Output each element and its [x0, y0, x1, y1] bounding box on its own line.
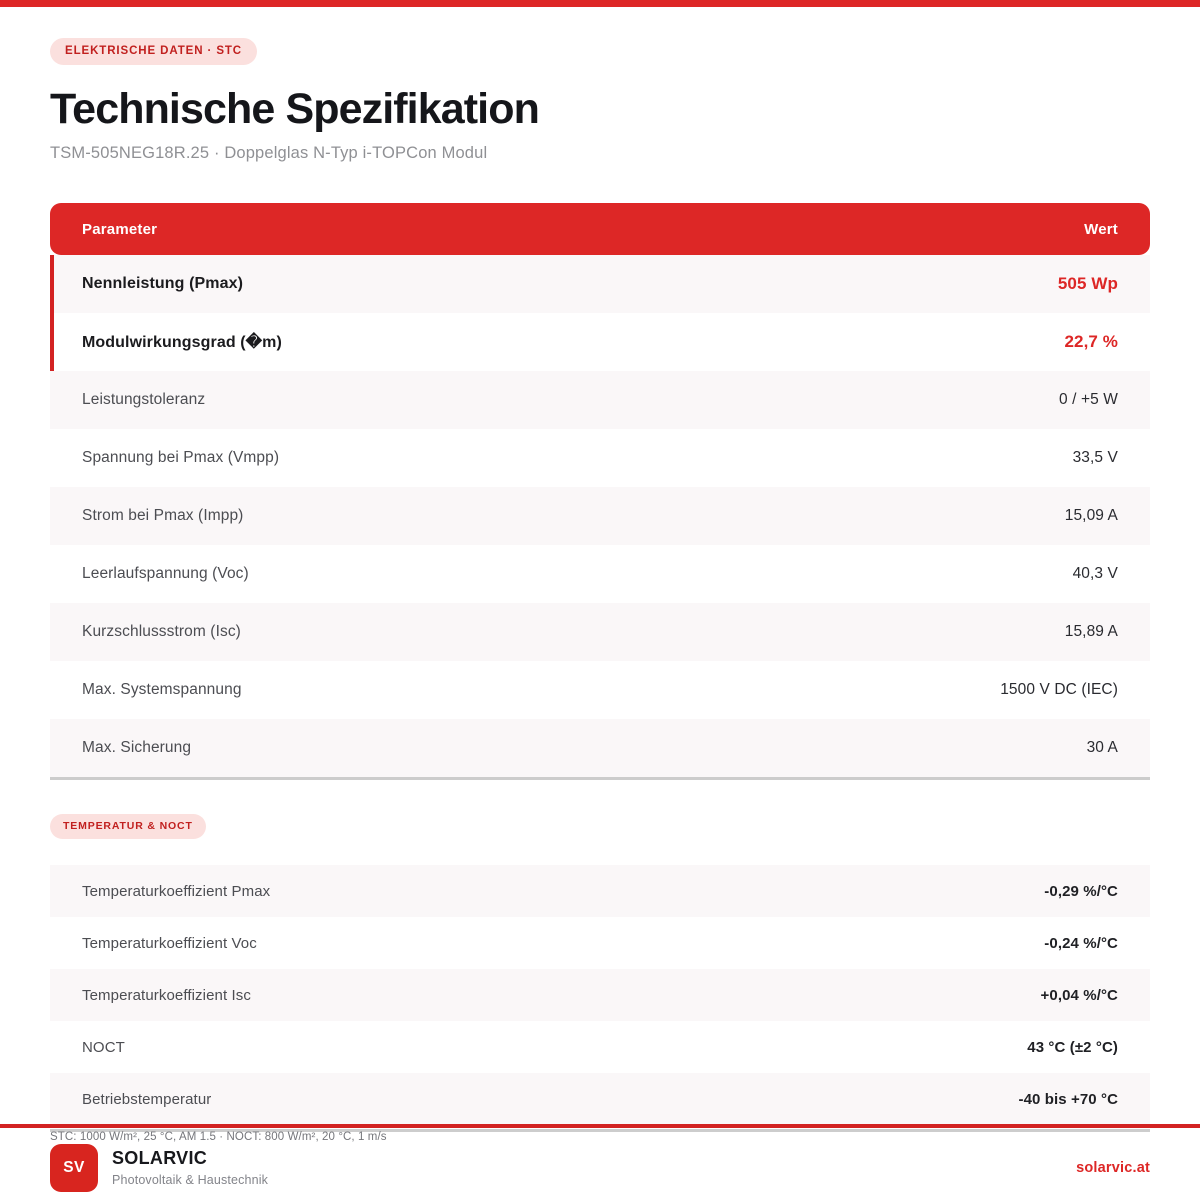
temperature-section-header: TEMPERATUR & NOCT — [50, 814, 1150, 840]
table-row: Leistungstoleranz 0 / +5 W — [50, 371, 1150, 430]
row-value: -40 bis +70 °C — [1018, 1090, 1118, 1108]
row-parameter-label: Leistungstoleranz — [82, 391, 206, 409]
row-value: 15,09 A — [1064, 507, 1118, 525]
temperature-bottom-rule — [50, 1129, 1150, 1133]
row-parameter-label: NOCT — [82, 1038, 125, 1056]
row-value: -0,24 %/°C — [1044, 934, 1118, 952]
brand-block: SOLARVIC Photovoltaik & Haustechnik — [112, 1148, 268, 1187]
table-row: Temperaturkoeffizient Pmax -0,29 %/°C — [50, 865, 1150, 918]
row-parameter-label: Betriebstemperatur — [82, 1090, 212, 1108]
table-row: Kurzschlussstrom (Isc) 15,89 A — [50, 603, 1150, 662]
table-row: Temperaturkoeffizient Isc +0,04 %/°C — [50, 969, 1150, 1022]
page-subtitle: TSM-505NEG18R.25 · Doppelglas N-Typ i-TO… — [50, 144, 488, 163]
row-value: 40,3 V — [1072, 565, 1118, 583]
table-row: NOCT 43 °C (±2 °C) — [50, 1021, 1150, 1074]
eyebrow-badge-temperature: TEMPERATUR & NOCT — [50, 814, 206, 840]
row-value: 1500 V DC (IEC) — [1000, 681, 1118, 699]
column-header-parameter: Parameter — [82, 220, 158, 238]
page-body: ELEKTRISCHE DATEN · STC Technische Spezi… — [0, 7, 1200, 1133]
table-row: Betriebstemperatur -40 bis +70 °C — [50, 1073, 1150, 1126]
website-link[interactable]: solarvic.at — [1076, 1159, 1150, 1176]
highlight-accent-bar — [50, 255, 54, 372]
row-parameter-label: Strom bei Pmax (Impp) — [82, 507, 244, 525]
row-value: 22,7 % — [1064, 332, 1118, 352]
table-row: Max. Systemspannung 1500 V DC (IEC) — [50, 661, 1150, 720]
row-value: 43 °C (±2 °C) — [1027, 1038, 1118, 1056]
row-value: -0,29 %/°C — [1044, 882, 1118, 900]
top-accent-bar — [0, 0, 1200, 7]
table-row: Temperaturkoeffizient Voc -0,24 %/°C — [50, 917, 1150, 970]
brand-tagline: Photovoltaik & Haustechnik — [112, 1172, 269, 1187]
row-parameter-label: Temperaturkoeffizient Pmax — [82, 882, 271, 900]
table-row: Leerlaufspannung (Voc) 40,3 V — [50, 545, 1150, 604]
row-value: 33,5 V — [1072, 449, 1118, 467]
table-body: Nennleistung (Pmax) 505 Wp Modulwirkungsgr… — [50, 255, 1150, 778]
footer-accent-bar — [0, 1124, 1200, 1128]
row-parameter-label: Max. Systemspannung — [82, 681, 242, 699]
row-parameter-label: Temperaturkoeffizient Isc — [82, 986, 251, 1004]
table-row: Spannung bei Pmax (Vmpp) 33,5 V — [50, 429, 1150, 488]
row-parameter-label: Spannung bei Pmax (Vmpp) — [82, 449, 280, 467]
row-value: +0,04 %/°C — [1040, 986, 1118, 1004]
row-value: 0 / +5 W — [1059, 391, 1118, 409]
row-value: 15,89 A — [1064, 623, 1118, 641]
row-parameter-label: Temperaturkoeffizient Voc — [82, 934, 257, 952]
table-row: Strom bei Pmax (Impp) 15,09 A — [50, 487, 1150, 546]
spec-table-electrical: Parameter Wert Nennleistung (Pmax) 505 Wp… — [50, 203, 1150, 781]
measurement-conditions-note: STC: 1000 W/m², 25 °C, AM 1.5 · NOCT: 80… — [50, 1131, 387, 1143]
row-value: 30 A — [1086, 739, 1118, 757]
table-bottom-rule — [50, 777, 1150, 781]
table-row: Modulwirkungsgrad (�m) 22,7 % — [50, 313, 1150, 372]
row-value: 505 Wp — [1057, 274, 1118, 294]
column-header-value: Wert — [1084, 220, 1118, 238]
logo-badge: SV — [50, 1143, 98, 1192]
page-footer: SV SOLARVIC Photovoltaik & Haustechnik s… — [0, 1135, 1200, 1200]
page-title: Technische Spezifikation — [50, 85, 540, 133]
row-parameter-label: Kurzschlussstrom (Isc) — [82, 623, 241, 641]
spec-table-temperature: Temperaturkoeffizient Pmax -0,29 %/°C Temp… — [50, 865, 1150, 1133]
table-body-temperature: Temperaturkoeffizient Pmax -0,29 %/°C Temp… — [50, 865, 1150, 1126]
table-header-row: Parameter Wert — [50, 203, 1150, 256]
row-parameter-label: Max. Sicherung — [82, 739, 192, 757]
eyebrow-badge-electrical: ELEKTRISCHE DATEN · STC — [50, 38, 258, 65]
brand-name: SOLARVIC — [112, 1148, 208, 1169]
table-row: Max. Sicherung 30 A — [50, 719, 1150, 778]
row-parameter-label: Modulwirkungsgrad (�m) — [82, 334, 282, 352]
table-row: Nennleistung (Pmax) 505 Wp — [50, 255, 1150, 314]
page-header: ELEKTRISCHE DATEN · STC Technische Spezi… — [50, 38, 1150, 163]
row-parameter-label: Leerlaufspannung (Voc) — [82, 565, 249, 583]
row-parameter-label: Nennleistung (Pmax) — [82, 275, 244, 293]
